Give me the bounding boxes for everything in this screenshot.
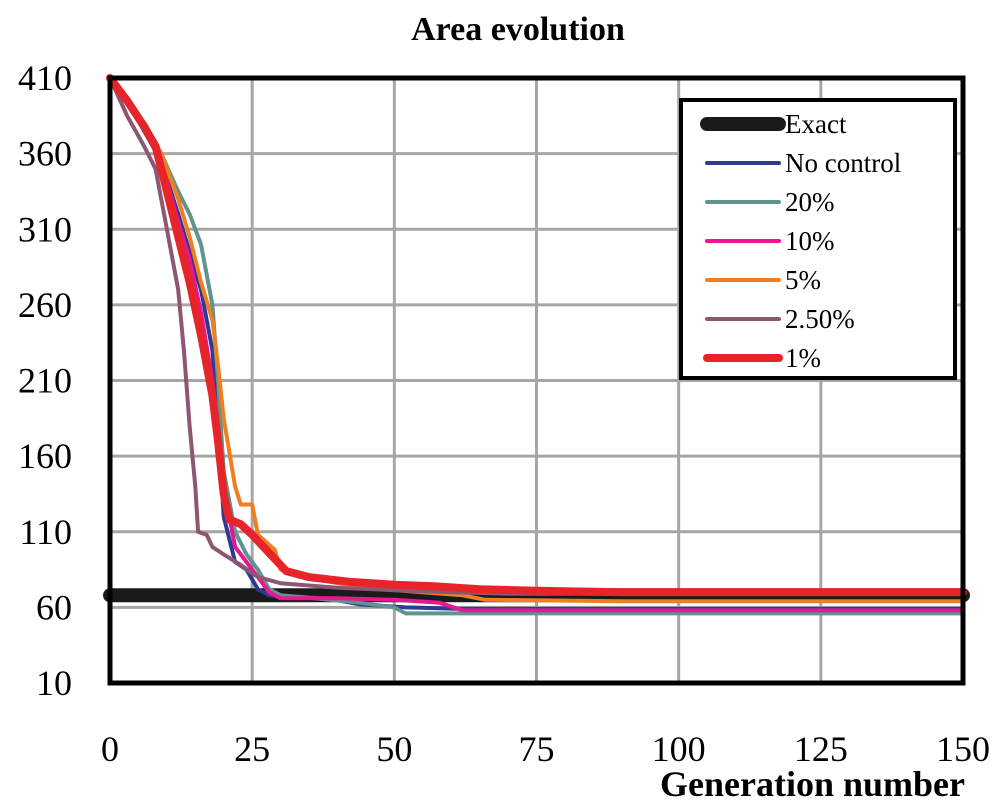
y-tick-label: 160: [18, 436, 72, 476]
series-lines: [103, 74, 970, 616]
legend-label-1: 1%: [785, 343, 821, 373]
y-tick-label: 110: [19, 512, 72, 552]
y-tick-label: 260: [18, 285, 72, 325]
x-tick-label: 25: [234, 729, 270, 769]
chart-title: Area evolution: [411, 11, 625, 48]
legend-label-2-50: 2.50%: [785, 304, 855, 334]
y-axis-ticks: 10 60 110 160 210 260 310 360 410: [18, 58, 72, 703]
legend-label-no-control: No control: [785, 148, 901, 178]
x-axis-label: Generation number: [660, 764, 965, 804]
x-tick-label: 150: [936, 729, 990, 769]
series-line-5: [108, 76, 965, 604]
x-tick-label: 125: [794, 729, 848, 769]
legend-label-5: 5%: [785, 265, 821, 295]
x-tick-label: 100: [652, 729, 706, 769]
y-tick-label: 310: [18, 209, 72, 249]
x-axis-ticks: 0 25 50 75 100 125 150: [101, 729, 990, 769]
legend-label-10: 10%: [785, 226, 835, 256]
y-tick-label: 410: [18, 58, 72, 98]
legend: Exact No control 20% 10% 5% 2.50% 1%: [679, 98, 957, 380]
y-tick-label: 10: [36, 663, 72, 703]
x-tick-label: 0: [101, 729, 119, 769]
series-line-1: [106, 74, 967, 597]
y-tick-label: 210: [18, 361, 72, 401]
x-tick-label: 50: [376, 729, 412, 769]
x-tick-label: 75: [519, 729, 555, 769]
y-tick-label: 60: [36, 587, 72, 627]
plot-frame: [107, 75, 966, 686]
series-line-2-50: [108, 76, 965, 596]
legend-label-20: 20%: [785, 187, 835, 217]
legend-label-exact: Exact: [785, 109, 847, 139]
y-tick-label: 360: [18, 134, 72, 174]
